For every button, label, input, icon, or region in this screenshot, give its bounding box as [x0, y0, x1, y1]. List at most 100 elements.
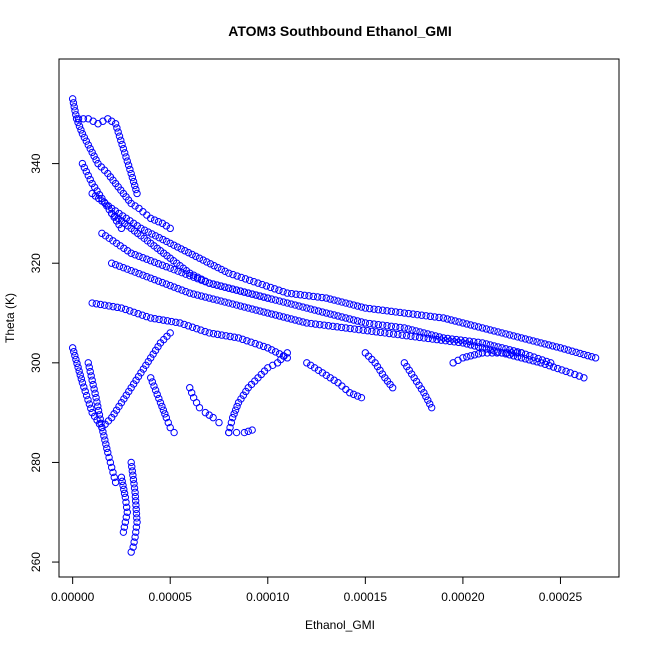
data-point — [126, 165, 134, 174]
y-axis-label: Theta (K) — [3, 293, 17, 343]
data-point — [251, 339, 259, 348]
data-point — [388, 384, 397, 392]
data-point — [303, 304, 311, 312]
data-point — [537, 359, 545, 367]
data-point — [186, 269, 194, 277]
data-point — [111, 261, 120, 269]
data-point — [80, 163, 89, 172]
data-point — [170, 428, 178, 437]
data-point — [237, 395, 245, 403]
data-point — [100, 198, 109, 206]
data-point — [122, 498, 130, 506]
data-point — [97, 419, 105, 428]
data-point — [553, 364, 562, 373]
data-point — [248, 305, 256, 313]
x-tick-label: 0.00015 — [344, 590, 388, 604]
data-point — [402, 332, 411, 340]
data-point — [467, 341, 475, 349]
data-point — [129, 471, 137, 479]
data-point — [467, 321, 475, 329]
data-point — [373, 362, 382, 371]
data-point — [490, 327, 498, 335]
data-point — [580, 350, 588, 359]
data-point — [548, 342, 557, 350]
data-point — [123, 157, 131, 165]
data-point — [217, 297, 225, 305]
data-point — [267, 295, 276, 303]
data-point — [131, 268, 139, 276]
data-point — [199, 256, 207, 264]
data-point — [127, 266, 135, 275]
data-point — [113, 303, 121, 312]
data-point — [517, 354, 526, 362]
data-point — [87, 404, 95, 413]
data-point — [537, 339, 545, 347]
data-point — [307, 305, 315, 313]
data-point — [81, 387, 89, 395]
data-point — [151, 386, 160, 394]
data-point — [459, 319, 467, 327]
data-point — [107, 259, 116, 267]
data-point — [279, 298, 288, 306]
data-point — [575, 372, 584, 380]
data-point — [133, 189, 141, 198]
data-point — [75, 122, 84, 130]
data-point — [172, 318, 180, 326]
data-point — [127, 199, 135, 208]
data-point — [361, 319, 370, 327]
data-point — [267, 346, 276, 354]
data-point — [73, 359, 81, 368]
data-point — [84, 359, 92, 367]
data-point — [93, 398, 101, 406]
data-point — [533, 358, 541, 366]
data-point — [329, 322, 337, 331]
data-point — [239, 391, 248, 399]
data-point — [357, 303, 366, 311]
data-point — [244, 427, 252, 436]
data-point — [287, 289, 296, 298]
data-point — [128, 463, 136, 471]
data-point — [517, 349, 526, 357]
data-point — [279, 313, 288, 321]
data-point — [134, 372, 143, 381]
data-point — [279, 287, 287, 296]
data-point — [383, 322, 391, 330]
data-point — [368, 327, 376, 335]
data-point — [71, 351, 79, 360]
data-point — [333, 323, 341, 331]
data-point — [119, 263, 128, 272]
data-point — [493, 349, 501, 357]
data-point — [338, 313, 346, 321]
data-point — [507, 349, 516, 357]
data-point — [186, 289, 194, 297]
data-point — [256, 292, 264, 300]
data-point — [120, 395, 128, 403]
data-point — [154, 277, 163, 285]
data-point — [159, 235, 167, 244]
data-point — [123, 508, 131, 516]
data-point — [330, 296, 338, 304]
data-point — [96, 415, 104, 423]
data-point — [217, 282, 225, 290]
data-point — [330, 376, 338, 384]
data-point — [132, 501, 140, 509]
data-point — [416, 328, 424, 336]
data-point — [82, 391, 91, 400]
data-point — [162, 222, 171, 230]
data-point — [144, 357, 152, 366]
data-point — [121, 305, 130, 314]
data-point — [139, 271, 147, 279]
data-point — [398, 331, 406, 339]
data-point — [584, 351, 592, 360]
data-point — [357, 318, 366, 326]
data-point — [486, 326, 494, 334]
data-point — [549, 363, 558, 371]
data-point — [243, 337, 251, 345]
data-point — [84, 141, 92, 149]
data-point — [129, 177, 138, 186]
data-point — [482, 325, 491, 333]
data-point — [503, 349, 511, 357]
data-point — [521, 355, 530, 363]
data-point — [275, 312, 284, 320]
data-point — [182, 287, 190, 296]
